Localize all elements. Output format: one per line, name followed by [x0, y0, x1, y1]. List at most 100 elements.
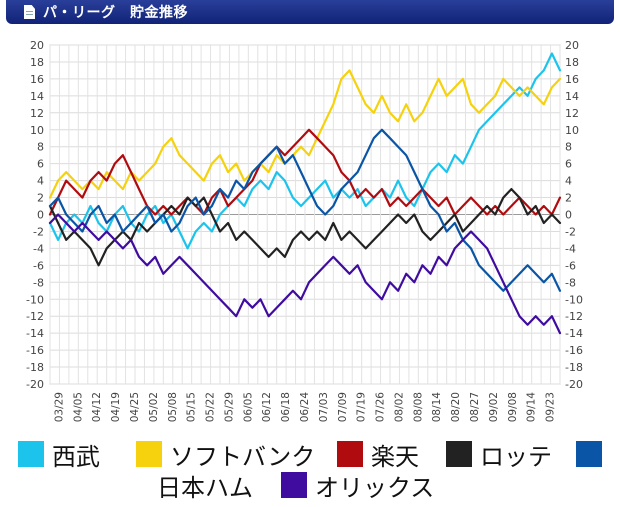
x-tick-label: 09/02 — [488, 392, 500, 422]
y-tick-label-right: -16 — [565, 344, 583, 357]
y-tick-label-left: 16 — [30, 73, 44, 86]
legend-swatch-nipponham — [576, 441, 602, 467]
y-tick-label-left: 6 — [37, 158, 44, 171]
x-tick-label: 05/29 — [223, 392, 235, 422]
series-line-4 — [48, 128, 562, 292]
x-tick-label: 06/12 — [261, 392, 273, 422]
legend-label-orix: オリックス — [315, 473, 435, 502]
y-tick-label-left: -10 — [26, 293, 44, 306]
x-tick-label: 08/27 — [469, 392, 481, 422]
y-axis-left: 20181614121086420-2-4-6-8-10-12-14-16-18… — [26, 39, 44, 391]
y-axis-right: 20181614121086420-2-4-6-8-10-12-14-16-18… — [565, 39, 583, 391]
series-line-1 — [48, 69, 562, 199]
x-tick-label: 03/29 — [53, 392, 65, 422]
legend-label-lotte: ロッテ — [480, 442, 552, 471]
y-tick-label-right: -10 — [565, 293, 583, 306]
x-tick-label: 07/26 — [375, 392, 387, 423]
y-tick-label-right: -2 — [565, 225, 576, 238]
y-tick-label-right: 14 — [565, 90, 579, 103]
y-tick-label-left: -18 — [26, 361, 44, 374]
x-tick-label: 05/22 — [205, 392, 217, 422]
savings-chart: 20181614121086420-2-4-6-8-10-12-14-16-18… — [26, 39, 583, 423]
x-tick-label: 05/08 — [167, 392, 179, 422]
y-tick-label-left: 2 — [37, 192, 44, 205]
legend-label-softbank: ソフトバンク — [170, 442, 316, 471]
series-line-0 — [48, 52, 562, 250]
x-tick-label: 07/19 — [356, 392, 368, 422]
legend: 西武 ソフトバンク 楽天 ロッテ 日本ハム オリックス — [18, 438, 613, 504]
legend-swatch-rakuten — [337, 441, 363, 467]
x-tick-label: 06/05 — [242, 392, 254, 422]
x-tick-label: 08/14 — [431, 392, 443, 423]
y-tick-label-left: 20 — [30, 39, 44, 52]
legend-label-nipponham: 日本ハム — [157, 473, 253, 502]
x-tick-label: 04/25 — [129, 392, 141, 422]
legend-swatch-softbank — [136, 441, 162, 467]
series-line-2 — [48, 128, 562, 216]
chart-container: 20 18 16 14 12 10 8 6 4 2 0 -2 -4 -6 -8 -10 -12 -14 -16 -18… — [15, 33, 605, 435]
x-tick-label: 09/23 — [545, 392, 557, 422]
legend-item-seibu: 西武 — [18, 438, 100, 471]
x-tick-label: 06/18 — [280, 392, 292, 422]
y-tick-label-left: 12 — [30, 107, 44, 120]
legend-label-rakuten: 楽天 — [371, 442, 419, 471]
page-header: パ・リーグ 貯金推移 — [6, 0, 614, 24]
y-tick-label-right: 10 — [565, 124, 579, 137]
legend-swatch-seibu — [18, 441, 44, 467]
x-tick-label: 07/09 — [337, 392, 349, 422]
y-tick-label-left: 18 — [30, 56, 44, 69]
legend-item-rakuten: 楽天 — [337, 438, 419, 471]
x-tick-label: 05/15 — [186, 392, 198, 422]
y-tick-label-right: 18 — [565, 56, 579, 69]
y-tick-label-left: 0 — [37, 209, 44, 222]
y-tick-label-right: -4 — [565, 242, 576, 255]
series-lines — [48, 52, 562, 335]
x-tick-label: 08/20 — [450, 392, 462, 422]
legend-item-nipponham: 日本ハム — [157, 469, 253, 502]
y-tick-label-right: 6 — [565, 158, 572, 171]
y-tick-label-right: -18 — [565, 361, 583, 374]
legend-swatch-orix — [281, 472, 307, 498]
legend-item-nipponham-swatch — [576, 438, 610, 470]
y-tick-label-left: -4 — [33, 242, 44, 255]
y-tick-label-left: -6 — [33, 259, 44, 272]
x-tick-label: 07/03 — [318, 392, 330, 422]
x-axis: 03/29 04/05 04/12 04/19 04/25 05/02 05/08 05/15… — [53, 392, 556, 423]
x-tick-label: 05/02 — [148, 392, 160, 422]
y-tick-label-left: -12 — [26, 310, 44, 323]
x-tick-label: 08/02 — [393, 392, 405, 422]
legend-item-orix: オリックス — [281, 469, 435, 502]
y-tick-label-right: 16 — [565, 73, 579, 86]
x-tick-label: 09/14 — [526, 392, 538, 423]
y-tick-label-right: 4 — [565, 175, 572, 188]
legend-label-seibu: 西武 — [52, 442, 100, 471]
y-tick-label-right: -8 — [565, 276, 576, 289]
y-tick-label-left: -14 — [26, 327, 44, 340]
y-tick-label-left: -8 — [33, 276, 44, 289]
y-tick-label-left: 14 — [30, 90, 44, 103]
y-tick-label-right: -6 — [565, 259, 576, 272]
x-tick-label: 04/19 — [110, 392, 122, 422]
y-tick-label-right: 8 — [565, 141, 572, 154]
x-tick-label: 08/08 — [412, 392, 424, 422]
y-tick-label-left: 10 — [30, 124, 44, 137]
series-line-5 — [48, 213, 562, 335]
y-tick-label-right: 2 — [565, 192, 572, 205]
legend-item-lotte: ロッテ — [446, 438, 552, 471]
legend-swatch-lotte — [446, 441, 472, 467]
y-tick-label-left: -20 — [26, 378, 44, 391]
y-tick-label-right: 12 — [565, 107, 579, 120]
y-tick-label-right: -12 — [565, 310, 583, 323]
y-tick-label-right: 20 — [565, 39, 579, 52]
y-tick-label-right: -14 — [565, 327, 583, 340]
document-icon — [24, 5, 35, 19]
y-tick-label-right: 0 — [565, 209, 572, 222]
x-tick-label: 06/24 — [299, 392, 311, 423]
y-tick-label-left: -2 — [33, 225, 44, 238]
x-tick-label: 04/05 — [72, 392, 84, 422]
series-line-3 — [48, 188, 562, 267]
page-title: パ・リーグ 貯金推移 — [43, 5, 188, 21]
x-tick-label: 09/08 — [507, 392, 519, 422]
y-tick-label-right: -20 — [565, 378, 583, 391]
y-tick-label-left: 4 — [37, 175, 44, 188]
